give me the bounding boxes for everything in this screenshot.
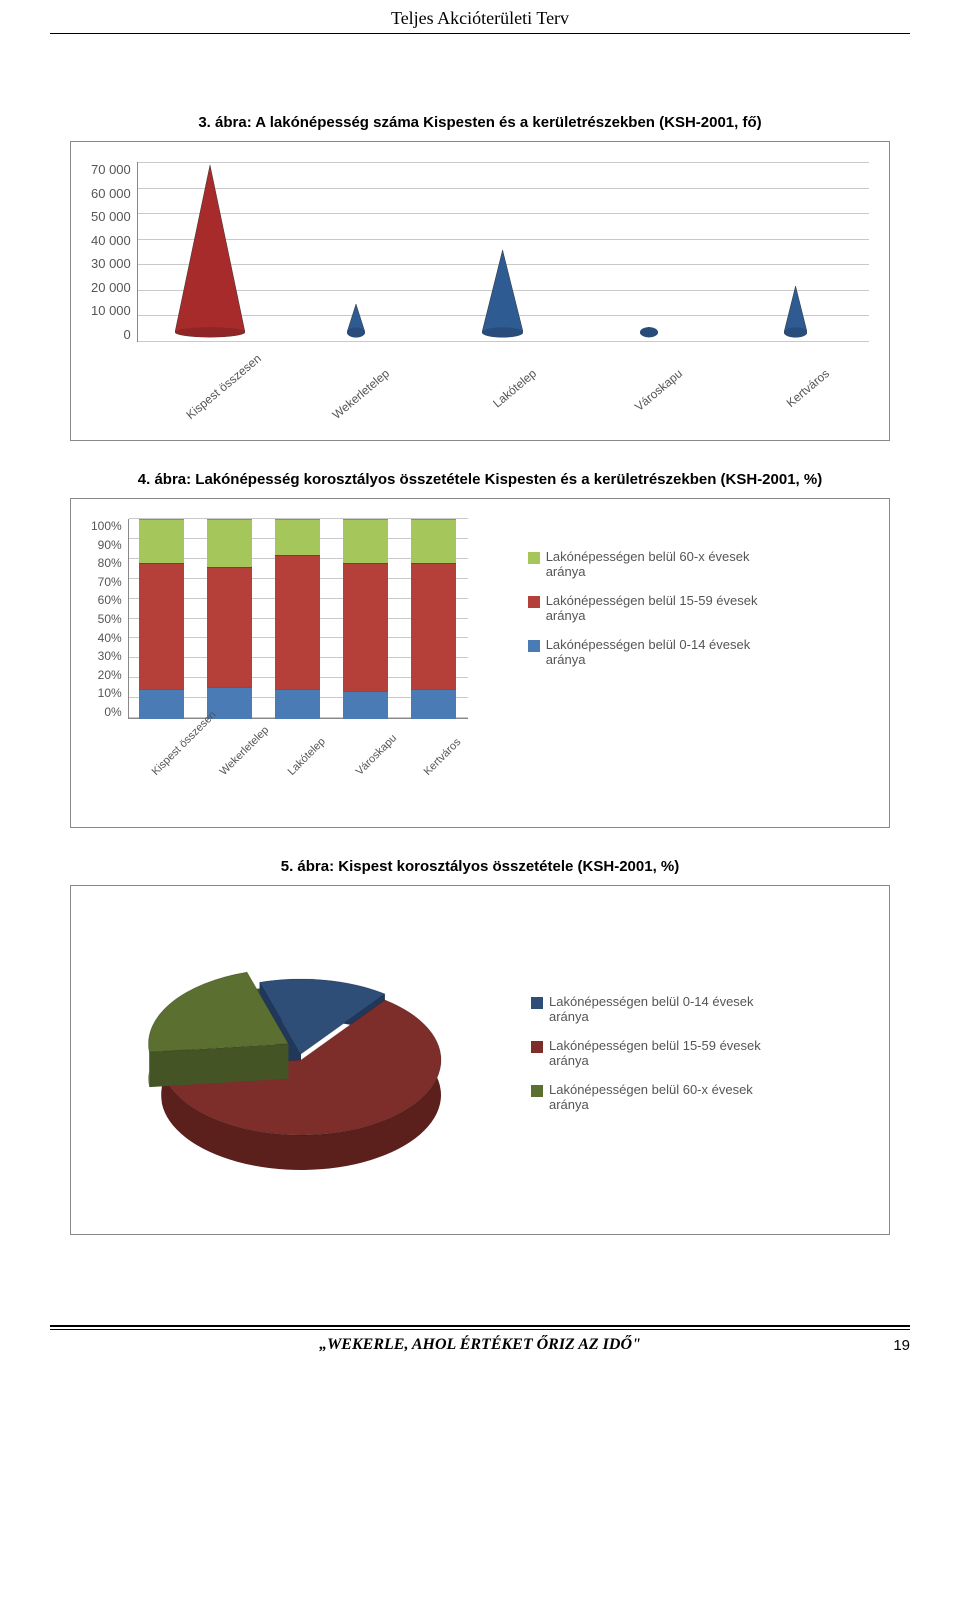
- legend-item: Lakónépességen belül 0-14 évesek aránya: [531, 994, 791, 1024]
- stacked-bar: [343, 519, 388, 719]
- figure2-title: 4. ábra: Lakónépesség korosztályos össze…: [50, 471, 910, 488]
- legend-item: Lakónépességen belül 15-59 évesek aránya: [528, 593, 788, 623]
- figure1-category-label: Városkapu: [623, 347, 709, 422]
- figure2-ytick: 100%: [91, 519, 122, 533]
- figure2-category-label: Wekerletelep: [217, 727, 268, 778]
- cone: [482, 250, 523, 342]
- figure1-ytick: 0: [124, 327, 131, 342]
- figure1-category-label: Wekerletelep: [330, 347, 416, 422]
- stacked-bar: [275, 519, 320, 719]
- cone: [784, 286, 807, 342]
- figure2-ytick: 50%: [98, 612, 122, 626]
- legend-label: Lakónépességen belül 0-14 évesek aránya: [549, 994, 791, 1024]
- figure1-ytick: 50 000: [91, 209, 131, 224]
- figure1-bars: [137, 162, 869, 342]
- figure3-chart: Lakónépességen belül 0-14 évesek aránya L…: [70, 885, 890, 1235]
- figure1-ytick: 40 000: [91, 233, 131, 248]
- page-title: Teljes Akcióterületi Terv: [391, 8, 569, 28]
- figure2-ytick: 60%: [98, 593, 122, 607]
- legend-swatch: [528, 552, 540, 564]
- cone: [175, 165, 245, 342]
- legend-item: Lakónépességen belül 0-14 évesek aránya: [528, 637, 788, 667]
- page-header: Teljes Akcióterületi Terv: [50, 0, 910, 34]
- figure1-category-label: Lakótelep: [476, 347, 562, 422]
- figure1-category-label: Kispest összesen: [183, 347, 269, 422]
- legend-label: Lakónépességen belül 0-14 évesek aránya: [546, 637, 788, 667]
- figure2-chart: 0% 10% 20% 30% 40% 50% 60% 70% 80% 90% 100% Kispes…: [70, 498, 890, 828]
- content: 3. ábra: A lakónépesség száma Kispesten …: [0, 34, 960, 1285]
- stacked-bar: [411, 519, 456, 719]
- legend-label: Lakónépességen belül 60-x évesek aránya: [546, 549, 788, 579]
- figure2-ytick: 70%: [98, 575, 122, 589]
- figure1-ytick: 30 000: [91, 256, 131, 271]
- figure2-categories: Kispest összesenWekerletelepLakótelepVár…: [128, 727, 468, 739]
- stacked-bar: [207, 519, 252, 719]
- legend-label: Lakónépességen belül 15-59 évesek aránya: [546, 593, 788, 623]
- legend-item: Lakónépességen belül 60-x évesek aránya: [528, 549, 788, 579]
- figure2-bars: [128, 519, 468, 719]
- figure1-chart: 70 000 60 000 50 000 40 000 30 000 20 000 10 0…: [70, 141, 890, 441]
- figure2-category-label: Lakótelep: [285, 727, 336, 778]
- figure3-title: 5. ábra: Kispest korosztályos összetétel…: [50, 858, 910, 875]
- legend-item: Lakónépességen belül 60-x évesek aránya: [531, 1082, 791, 1112]
- legend-swatch: [528, 640, 540, 652]
- figure1-ytick: 60 000: [91, 186, 131, 201]
- figure3-legend: Lakónépességen belül 0-14 évesek aránya L…: [511, 994, 869, 1126]
- figure2-y-axis: 0% 10% 20% 30% 40% 50% 60% 70% 80% 90% 100%: [91, 519, 128, 719]
- figure1-ytick: 10 000: [91, 303, 131, 318]
- legend-swatch: [531, 1085, 543, 1097]
- figure1-categories: Kispest összesenWekerletelepLakótelepVár…: [137, 347, 869, 361]
- legend-label: Lakónépességen belül 15-59 évesek aránya: [549, 1038, 791, 1068]
- legend-swatch: [531, 997, 543, 1009]
- figure2-category-label: Kertváros: [421, 727, 472, 778]
- figure2-ytick: 90%: [98, 538, 122, 552]
- figure2-ytick: 30%: [98, 649, 122, 663]
- figure2-category-label: Kispest összesen: [149, 727, 200, 778]
- cone: [640, 327, 658, 342]
- figure3-pie: [91, 920, 511, 1200]
- legend-label: Lakónépességen belül 60-x évesek aránya: [549, 1082, 791, 1112]
- figure2-ytick: 0%: [104, 705, 121, 719]
- figure2-category-label: Városkapu: [353, 727, 404, 778]
- stacked-bar: [139, 519, 184, 719]
- figure1-category-label: Kertváros: [769, 347, 855, 422]
- cone: [347, 304, 365, 342]
- figure1-title: 3. ábra: A lakónépesség száma Kispesten …: [50, 114, 910, 131]
- figure2-ytick: 20%: [98, 668, 122, 682]
- legend-swatch: [528, 596, 540, 608]
- figure2-ytick: 80%: [98, 556, 122, 570]
- footer-text: „WEKERLE, AHOL ÉRTÉKET ŐRIZ AZ IDŐ": [319, 1336, 641, 1353]
- figure2-ytick: 10%: [98, 686, 122, 700]
- figure1-y-axis: 70 000 60 000 50 000 40 000 30 000 20 000 10 0…: [91, 162, 137, 342]
- figure1-ytick: 20 000: [91, 280, 131, 295]
- figure1-ytick: 70 000: [91, 162, 131, 177]
- legend-swatch: [531, 1041, 543, 1053]
- figure2-legend: Lakónépességen belül 60-x évesek aránya L…: [528, 549, 788, 681]
- page-footer: „WEKERLE, AHOL ÉRTÉKET ŐRIZ AZ IDŐ" 19: [50, 1325, 910, 1354]
- legend-item: Lakónépességen belül 15-59 évesek aránya: [531, 1038, 791, 1068]
- page-number: 19: [893, 1337, 910, 1354]
- figure2-ytick: 40%: [98, 631, 122, 645]
